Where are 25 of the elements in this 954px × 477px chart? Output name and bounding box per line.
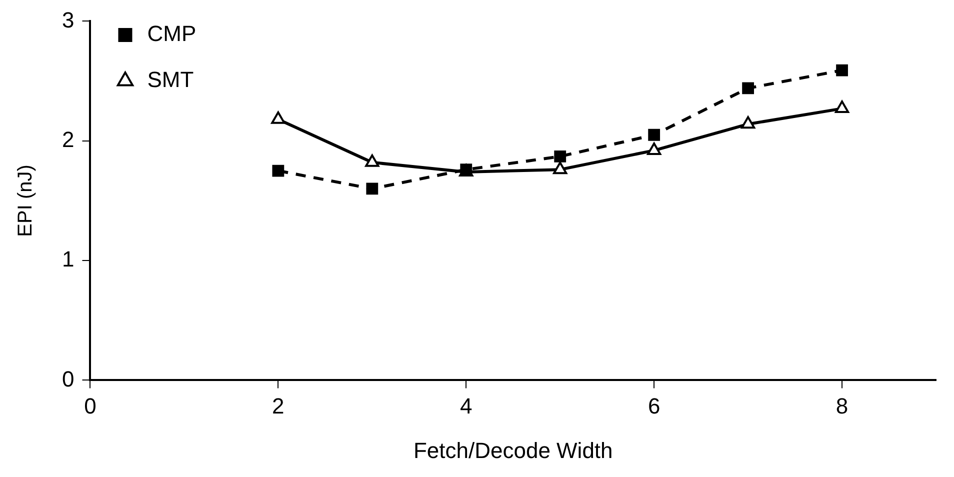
point <box>271 111 286 124</box>
y-axis-title: EPI (nJ) <box>14 164 37 237</box>
x-axis-title: Fetch/Decode Width <box>413 438 613 463</box>
point <box>834 100 850 114</box>
legend-label: SMT <box>147 67 194 92</box>
point <box>554 150 566 162</box>
x-tick-label: 6 <box>648 393 660 418</box>
point <box>742 82 754 94</box>
point <box>740 116 756 129</box>
x-tick-label: 4 <box>460 393 472 418</box>
point <box>272 164 284 177</box>
point <box>553 162 568 174</box>
point <box>648 128 660 141</box>
y-tick-label: 3 <box>62 7 74 32</box>
y-tick-label: 0 <box>62 366 74 392</box>
x-tick-label: 2 <box>272 393 284 418</box>
x-tick-label: 0 <box>84 393 96 418</box>
legend-label: CMP <box>147 21 196 46</box>
y-tick-label: 2 <box>62 126 74 152</box>
point <box>365 154 380 167</box>
point <box>366 182 378 195</box>
point <box>647 142 662 155</box>
point <box>836 64 848 76</box>
y-tick-label: 1 <box>62 246 74 272</box>
x-tick-label: 8 <box>836 393 848 418</box>
